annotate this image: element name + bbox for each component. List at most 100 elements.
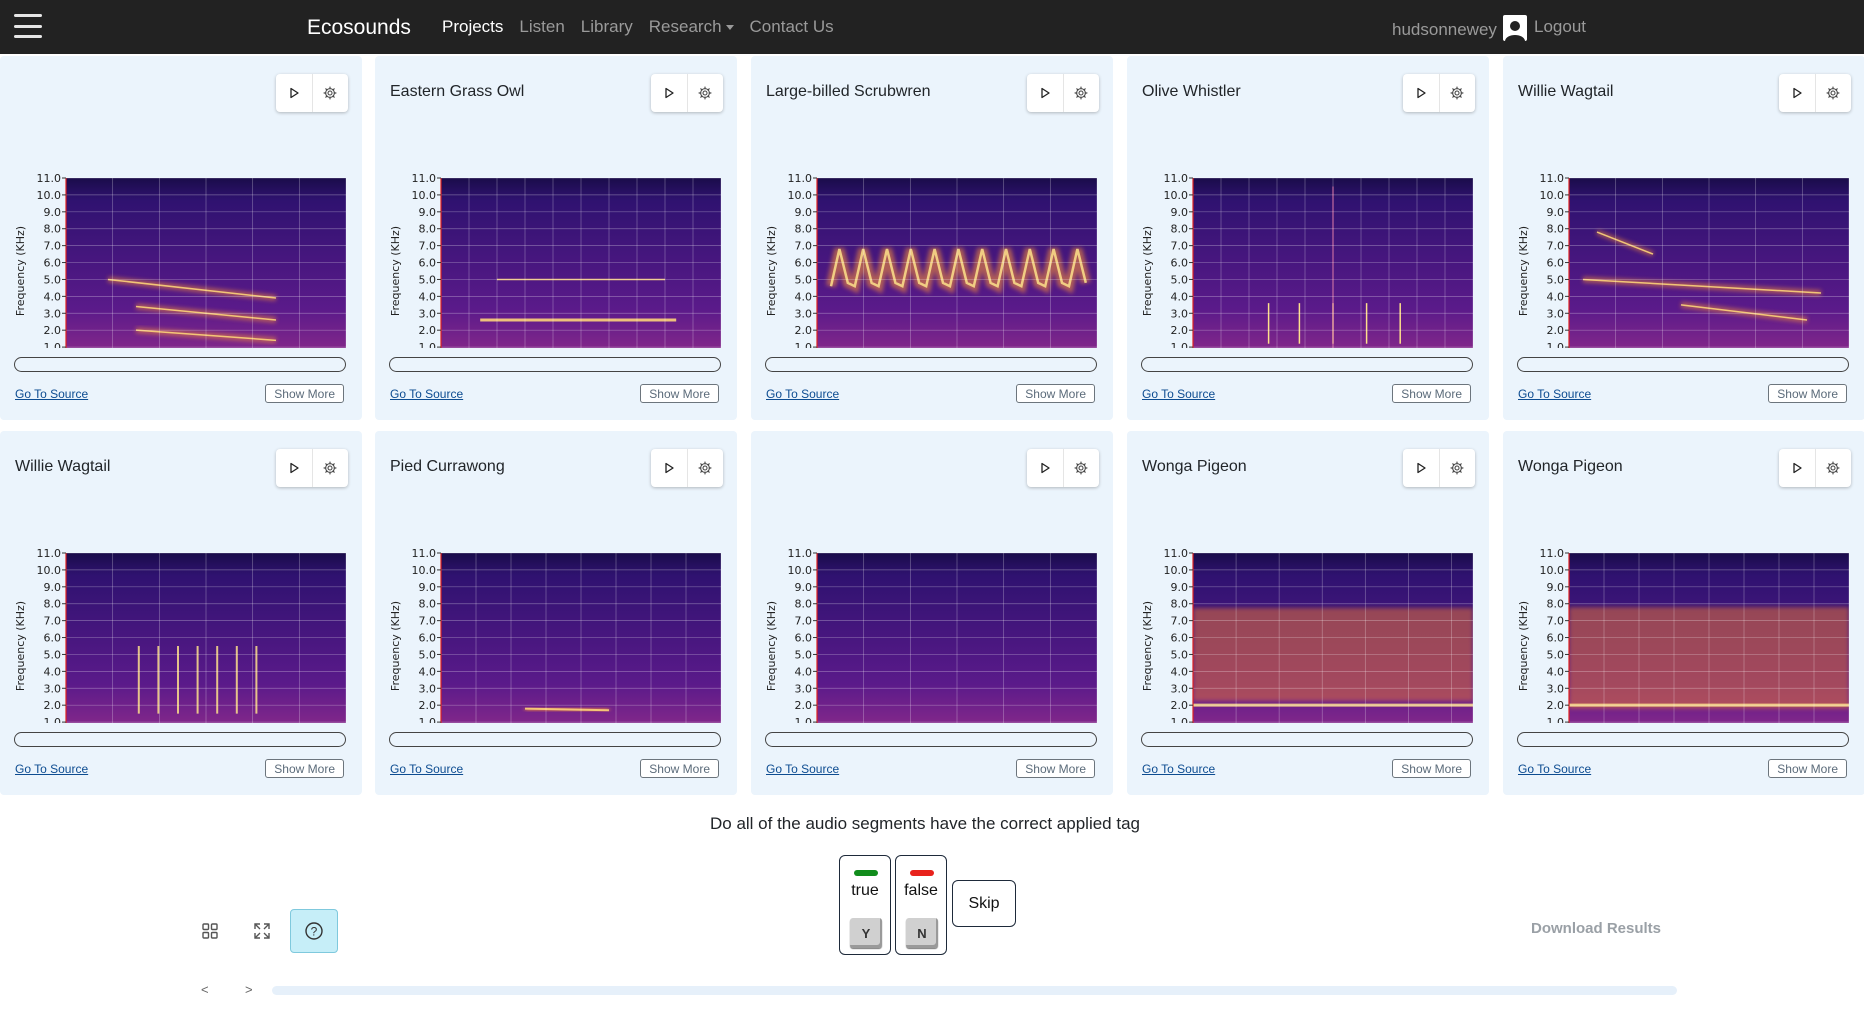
spectrogram-tile[interactable]: 0.01.02.03.04.05.06.07.08.09.010.011.00.… — [751, 431, 1113, 795]
spectrogram-features — [135, 629, 260, 723]
spectrogram-features — [107, 276, 277, 344]
spectrogram-chart[interactable]: 0.01.02.03.04.05.06.07.08.09.010.011.00.… — [1137, 489, 1482, 723]
play-button[interactable] — [1403, 449, 1440, 487]
spectrogram-tile[interactable]: Eastern Grass Owl0.01.02.03.04.05.06.07.… — [375, 56, 737, 420]
skip-button[interactable]: Skip — [952, 880, 1016, 927]
spectrogram-chart[interactable]: 0.01.02.03.04.05.06.07.08.09.010.011.00.… — [761, 114, 1106, 348]
grid-layout-button[interactable] — [186, 909, 234, 953]
settings-button[interactable] — [688, 74, 724, 112]
spectrogram-chart[interactable]: 0.01.02.03.04.05.06.07.08.09.010.011.00.… — [1513, 114, 1858, 348]
play-button[interactable] — [1779, 74, 1816, 112]
show-more-button[interactable]: Show More — [1768, 384, 1847, 403]
play-icon — [290, 462, 299, 474]
show-more-button[interactable]: Show More — [265, 759, 344, 778]
settings-button[interactable] — [313, 74, 349, 112]
help-button[interactable]: ? — [290, 909, 338, 953]
y-tick-label: 6.0 — [1171, 632, 1189, 645]
menu-toggle-icon[interactable] — [14, 14, 42, 38]
logout-link[interactable]: Logout — [1534, 17, 1586, 36]
settings-button[interactable] — [1440, 74, 1476, 112]
settings-button[interactable] — [1064, 74, 1100, 112]
show-more-button[interactable]: Show More — [265, 384, 344, 403]
y-tick-label: 3.0 — [795, 307, 813, 320]
grid-icon — [202, 923, 218, 939]
play-button[interactable] — [1403, 74, 1440, 112]
spectrogram-chart[interactable]: 0.01.02.03.04.05.06.07.08.09.010.011.00.… — [1137, 114, 1482, 348]
spectrogram-chart[interactable]: 0.01.02.03.04.05.06.07.08.09.010.011.00.… — [10, 114, 355, 348]
spectrogram-chart[interactable]: 0.01.02.03.04.05.06.07.08.09.010.011.00.… — [385, 489, 730, 723]
spectrogram-tile[interactable]: Willie Wagtail0.01.02.03.04.05.06.07.08.… — [1503, 56, 1864, 420]
y-tick-label: 3.0 — [44, 682, 62, 695]
settings-button[interactable] — [313, 449, 349, 487]
spectrogram-tile[interactable]: 0.01.02.03.04.05.06.07.08.09.010.011.00.… — [0, 56, 362, 420]
y-tick-label: 2.0 — [1171, 324, 1189, 337]
spectrogram-tile[interactable]: Olive Whistler0.01.02.03.04.05.06.07.08.… — [1127, 56, 1489, 420]
settings-button[interactable] — [1440, 449, 1476, 487]
play-icon — [290, 87, 299, 99]
settings-button[interactable] — [1816, 74, 1852, 112]
go-to-source-link[interactable]: Go To Source — [15, 387, 89, 401]
spectrogram-tile[interactable]: Willie Wagtail0.01.02.03.04.05.06.07.08.… — [0, 431, 362, 795]
nav-contact[interactable]: Contact Us — [749, 17, 834, 36]
settings-button[interactable] — [1064, 449, 1100, 487]
show-more-button[interactable]: Show More — [640, 759, 719, 778]
go-to-source-link[interactable]: Go To Source — [1518, 762, 1592, 776]
y-tick-label: 11.0 — [37, 547, 62, 560]
spectrogram-tile[interactable]: Wonga Pigeon0.01.02.03.04.05.06.07.08.09… — [1127, 431, 1489, 795]
brand[interactable]: Ecosounds — [307, 16, 411, 39]
show-more-button[interactable]: Show More — [1392, 384, 1471, 403]
show-more-button[interactable]: Show More — [640, 384, 719, 403]
previous-page-button[interactable]: < — [201, 982, 209, 997]
y-tick-label: 8.0 — [795, 598, 813, 611]
settings-button[interactable] — [688, 449, 724, 487]
y-axis-label: Frequency (KHz) — [765, 601, 778, 691]
y-tick-label: 1.0 — [1547, 341, 1565, 348]
play-button[interactable] — [1027, 449, 1064, 487]
go-to-source-link[interactable]: Go To Source — [1142, 762, 1216, 776]
y-tick-label: 1.0 — [1171, 716, 1189, 723]
page-scrollbar[interactable] — [272, 986, 1677, 995]
fullscreen-button[interactable] — [238, 909, 286, 953]
show-more-button[interactable]: Show More — [1392, 759, 1471, 778]
go-to-source-link[interactable]: Go To Source — [1142, 387, 1216, 401]
play-button[interactable] — [276, 449, 313, 487]
go-to-source-link[interactable]: Go To Source — [390, 387, 464, 401]
spectrogram-chart[interactable]: 0.01.02.03.04.05.06.07.08.09.010.011.00.… — [761, 489, 1106, 723]
go-to-source-link[interactable]: Go To Source — [766, 762, 840, 776]
chart-gridlines — [65, 552, 347, 723]
go-to-source-link[interactable]: Go To Source — [390, 762, 464, 776]
true-decision-button[interactable]: true Y — [839, 855, 891, 955]
play-button[interactable] — [651, 449, 688, 487]
nav-library[interactable]: Library — [580, 17, 633, 36]
y-tick-label: 8.0 — [1171, 223, 1189, 236]
nav-listen[interactable]: Listen — [519, 17, 565, 36]
spectrogram-chart[interactable]: 0.01.02.03.04.05.06.07.08.09.010.011.00.… — [1513, 489, 1858, 723]
spectrogram-tile[interactable]: Wonga Pigeon0.01.02.03.04.05.06.07.08.09… — [1503, 431, 1864, 795]
play-button[interactable] — [276, 74, 313, 112]
play-button[interactable] — [1027, 74, 1064, 112]
show-more-button[interactable]: Show More — [1016, 384, 1095, 403]
false-decision-button[interactable]: false N — [895, 855, 947, 955]
y-tick-label: 5.0 — [795, 273, 813, 286]
y-tick-label: 5.0 — [1547, 648, 1565, 661]
play-button[interactable] — [651, 74, 688, 112]
y-tick-label: 9.0 — [1547, 581, 1565, 594]
y-tick-label: 8.0 — [44, 598, 62, 611]
download-results-button[interactable]: Download Results — [1531, 920, 1662, 937]
spectrogram-chart[interactable]: 0.01.02.03.04.05.06.07.08.09.010.011.00.… — [10, 489, 355, 723]
spectrogram-tile[interactable]: Large-billed Scrubwren0.01.02.03.04.05.0… — [751, 56, 1113, 420]
nav-projects[interactable]: Projects — [442, 17, 504, 36]
spectrogram-tile[interactable]: Pied Currawong0.01.02.03.04.05.06.07.08.… — [375, 431, 737, 795]
next-page-button[interactable]: > — [245, 982, 253, 997]
user-menu[interactable]: hudsonnewey — [1392, 15, 1527, 43]
go-to-source-link[interactable]: Go To Source — [15, 762, 89, 776]
show-more-button[interactable]: Show More — [1768, 759, 1847, 778]
nav-research[interactable]: Research — [649, 17, 734, 37]
go-to-source-link[interactable]: Go To Source — [1518, 387, 1592, 401]
y-tick-label: 3.0 — [1171, 682, 1189, 695]
go-to-source-link[interactable]: Go To Source — [766, 387, 840, 401]
show-more-button[interactable]: Show More — [1016, 759, 1095, 778]
spectrogram-chart[interactable]: 0.01.02.03.04.05.06.07.08.09.010.011.00.… — [385, 114, 730, 348]
settings-button[interactable] — [1816, 449, 1852, 487]
play-button[interactable] — [1779, 449, 1816, 487]
